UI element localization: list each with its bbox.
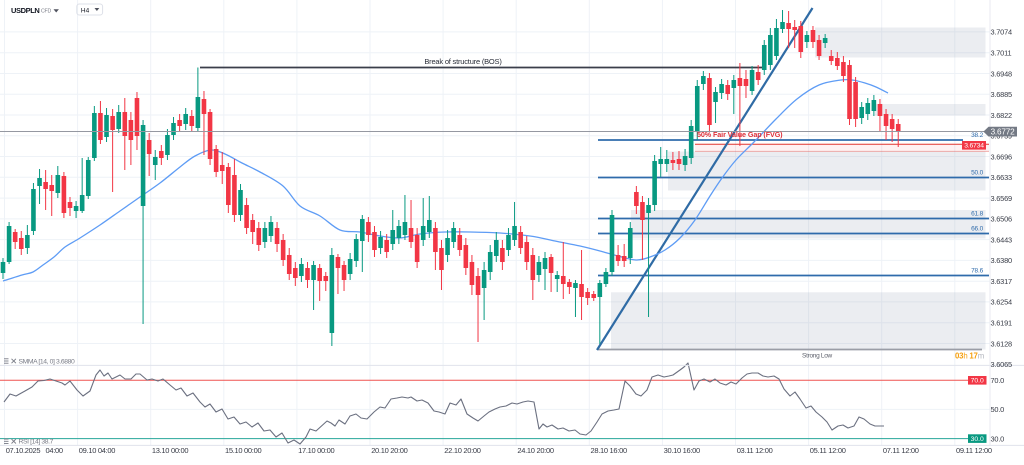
svg-text:50.0: 50.0: [991, 405, 1005, 414]
svg-text:3.7074: 3.7074: [991, 28, 1012, 37]
svg-text:78.6: 78.6: [971, 267, 983, 274]
svg-text:3.6380: 3.6380: [991, 256, 1012, 265]
svg-text:USDPLN: USDPLN: [11, 6, 39, 15]
svg-text:17.10 00:00: 17.10 00:00: [298, 446, 334, 455]
svg-text:SMMA [14, 0] 3.6880: SMMA [14, 0] 3.6880: [19, 358, 75, 365]
svg-text:30.10 16:00: 30.10 16:00: [664, 446, 700, 455]
svg-text:61.8: 61.8: [971, 210, 983, 217]
svg-text:3.6128: 3.6128: [991, 339, 1012, 348]
svg-text:3.6734: 3.6734: [964, 143, 984, 150]
svg-text:05.11 12:00: 05.11 12:00: [810, 446, 846, 455]
svg-text:50.0: 50.0: [971, 169, 983, 176]
svg-text:15.10 00:00: 15.10 00:00: [225, 446, 261, 455]
svg-text:38.2: 38.2: [971, 132, 983, 139]
svg-text:Strong Low: Strong Low: [802, 353, 832, 360]
svg-text:09.11 12:00: 09.11 12:00: [956, 446, 992, 455]
svg-text:3.6506: 3.6506: [991, 215, 1012, 224]
svg-text:28.10 16:00: 28.10 16:00: [591, 446, 627, 455]
svg-text:03h 17m: 03h 17m: [955, 352, 984, 361]
svg-text:3.6772: 3.6772: [991, 128, 1015, 137]
svg-text:CFD: CFD: [41, 9, 52, 15]
svg-text:30.0: 30.0: [991, 434, 1005, 443]
svg-text:3.7011: 3.7011: [991, 49, 1012, 58]
svg-text:24.10 20:00: 24.10 20:00: [517, 446, 553, 455]
svg-text:13.10 00:00: 13.10 00:00: [152, 446, 188, 455]
svg-text:3.6696: 3.6696: [991, 152, 1012, 161]
svg-text:Break of structure (BOS): Break of structure (BOS): [424, 57, 502, 66]
svg-text:22.10 20:00: 22.10 20:00: [444, 446, 480, 455]
svg-text:3.6065: 3.6065: [991, 360, 1012, 369]
svg-text:3.6443: 3.6443: [991, 235, 1012, 244]
svg-text:3.6191: 3.6191: [991, 319, 1012, 328]
svg-text:20.10 20:00: 20.10 20:00: [371, 446, 407, 455]
svg-text:03.11 12:00: 03.11 12:00: [737, 446, 773, 455]
svg-text:09.10 04:00: 09.10 04:00: [79, 446, 115, 455]
svg-text:07.10.2025 04:00: 07.10.2025 04:00: [6, 446, 63, 455]
svg-text:3.6633: 3.6633: [991, 173, 1012, 182]
svg-text:3.6885: 3.6885: [991, 90, 1012, 99]
svg-text:70.0: 70.0: [971, 378, 984, 385]
svg-text:66.0: 66.0: [971, 225, 983, 232]
svg-text:RSI [14] 38.7: RSI [14] 38.7: [19, 439, 54, 446]
svg-text:3.6822: 3.6822: [991, 111, 1012, 120]
svg-text:50% Fair Value Gap (FVG): 50% Fair Value Gap (FVG): [697, 130, 783, 139]
svg-text:70.0: 70.0: [991, 376, 1005, 385]
svg-text:3.6948: 3.6948: [991, 69, 1012, 78]
svg-text:3.6317: 3.6317: [991, 277, 1012, 286]
svg-text:30.0: 30.0: [971, 436, 984, 443]
svg-text:3.6569: 3.6569: [991, 194, 1012, 203]
svg-text:H4: H4: [81, 7, 90, 14]
svg-text:3.6254: 3.6254: [991, 298, 1012, 307]
svg-text:07.11 12:00: 07.11 12:00: [883, 446, 919, 455]
